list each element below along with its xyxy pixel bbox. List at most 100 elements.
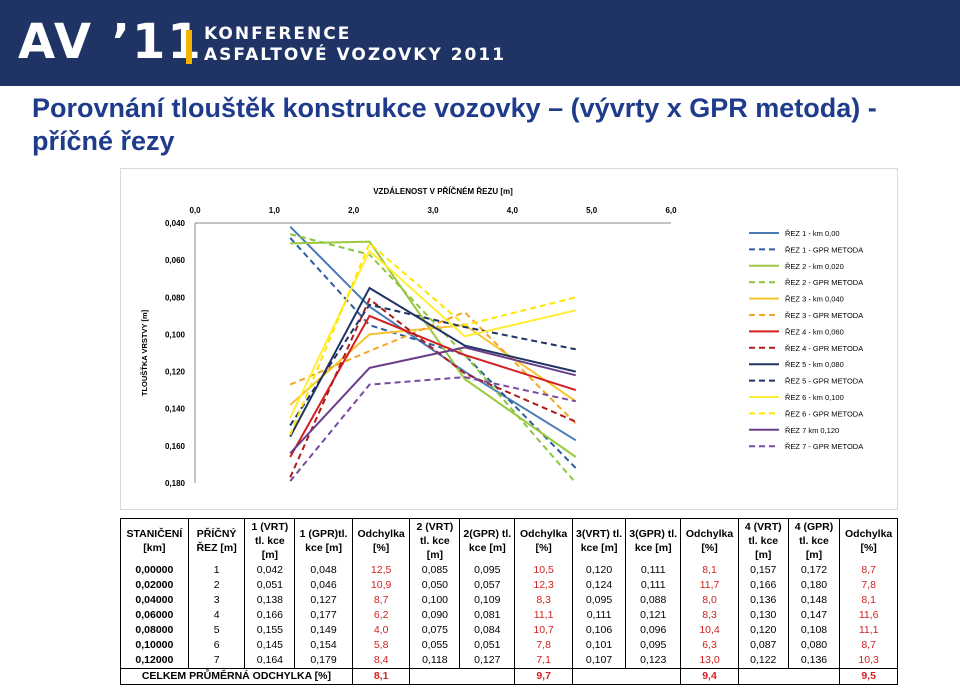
table-cell: 7: [187, 653, 246, 669]
table-cell: 0,111: [625, 563, 682, 578]
thickness-table: STANIČENÍ [km] PŘÍČNÝ ŘEZ [m] 1 (VRT) tl. …: [120, 518, 898, 685]
x-tick-label: 4,0: [507, 206, 519, 215]
table-row: 0,08000 5 0,155 0,149 4,0 0,075 0,084 10,7 0,106…: [120, 623, 898, 638]
table-cell: 6: [187, 638, 246, 653]
summary-spacer: [409, 668, 516, 685]
table-cell: 8,3: [514, 593, 573, 608]
table-cell: 0,096: [625, 623, 682, 638]
summary-cell: 9,4: [680, 668, 739, 685]
column-header: 1 (GPR)tl. kce [m]: [294, 518, 353, 563]
column-header: 4 (VRT) tl. kce [m]: [737, 518, 789, 563]
table-cell: 8,7: [351, 593, 411, 608]
y-tick-label: 0,080: [165, 293, 186, 302]
chart-canvas: VZDÁLENOST V PŘÍČNÉM ŘEZU [m] 0,0 1,0 2,0 3,…: [140, 187, 863, 488]
table-row: 0,12000 7 0,164 0,179 8,4 0,118 0,127 7,1 0,107 0…: [120, 653, 898, 669]
series-line: [289, 225, 577, 442]
legend-entry: ŘEZ 6 - km 0,100: [785, 393, 844, 402]
table-row: 0,04000 3 0,138 0,127 8,7 0,100 0,109 8,3 0,095 0…: [120, 593, 898, 608]
summary-spacer: [737, 668, 841, 685]
table-cell: 7,1: [514, 653, 573, 669]
table-cell: 10,7: [514, 623, 573, 638]
table-cell: 0,157: [737, 563, 789, 578]
table-cell: 0,055: [409, 638, 461, 653]
column-header: Odchylka [%]: [514, 518, 573, 563]
table-cell: 0,04000: [120, 593, 189, 608]
table-cell: 0,042: [244, 563, 296, 578]
table-cell: 0,095: [625, 638, 682, 653]
table-cell: 0,108: [787, 623, 841, 638]
legend-entry: ŘEZ 5 - km 0,080: [785, 360, 844, 369]
x-tick-label: 3,0: [427, 206, 439, 215]
table-cell: 8,1: [680, 563, 739, 578]
table-cell: 0,080: [787, 638, 841, 653]
table-cell: 13,0: [680, 653, 739, 669]
table-cell: 0,124: [571, 578, 627, 593]
table-cell: 0,123: [625, 653, 682, 669]
summary-cell: CELKEM PRŮMĚRNÁ ODCHYLKA [%]: [120, 668, 353, 685]
legend-entry: ŘEZ 4 - km 0,060: [785, 327, 844, 336]
table-cell: 0,155: [244, 623, 296, 638]
y-tick-label: 0,140: [165, 405, 186, 414]
table-cell: 0,08000: [120, 623, 189, 638]
table-cell: 8,0: [680, 593, 739, 608]
table-cell: 0,148: [787, 593, 841, 608]
table-row: 0,06000 4 0,166 0,177 6,2 0,090 0,081 11,1 0,111…: [120, 608, 898, 623]
table-cell: 0,121: [625, 608, 682, 623]
table-cell: 0,118: [409, 653, 461, 669]
table-cell: 0,111: [571, 608, 627, 623]
series-line: [289, 297, 577, 478]
table-cell: 0,046: [294, 578, 353, 593]
table-cell: 8,1: [839, 593, 898, 608]
table-cell: 0,136: [737, 593, 789, 608]
legend-entry: ŘEZ 7 - GPR METODA: [785, 442, 863, 451]
table-cell: 11,1: [514, 608, 573, 623]
y-tick-label: 0,160: [165, 442, 186, 451]
table-cell: 0,109: [459, 593, 516, 608]
column-header: Odchylka [%]: [839, 518, 898, 563]
table-cell: 0,120: [737, 623, 789, 638]
table-cell: 0,149: [294, 623, 353, 638]
table-cell: 0,166: [737, 578, 789, 593]
conference-line-2: ASFALTOVÉ VOZOVKY 2011: [204, 45, 507, 65]
table-cell: 8,3: [680, 608, 739, 623]
table-cell: 4,0: [351, 623, 411, 638]
table-cell: 11,6: [839, 608, 898, 623]
table-row: 0,02000 2 0,051 0,046 10,9 0,050 0,057 12,3 0,12…: [120, 578, 898, 593]
summary-cell: 9,7: [514, 668, 573, 685]
table-cell: 10,5: [514, 563, 573, 578]
thickness-chart: VZDÁLENOST V PŘÍČNÉM ŘEZU [m] 0,0 1,0 2,0 3,…: [120, 168, 898, 510]
table-cell: 6,2: [351, 608, 411, 623]
x-tick-label: 1,0: [269, 206, 281, 215]
table-cell: 10,9: [351, 578, 411, 593]
table-cell: 0,177: [294, 608, 353, 623]
legend-entry: ŘEZ 4 - GPR METODA: [785, 344, 863, 353]
legend-entry: ŘEZ 3 - GPR METODA: [785, 311, 863, 320]
conference-line-1: KONFERENCE: [204, 24, 352, 44]
table-cell: 0,084: [459, 623, 516, 638]
column-header: PŘÍČNÝ ŘEZ [m]: [187, 518, 246, 563]
table-cell: 0,127: [459, 653, 516, 669]
series-line: [289, 376, 577, 482]
legend-entry: ŘEZ 7 km 0,120: [785, 426, 839, 435]
legend-entry: ŘEZ 1 - km 0,00: [785, 229, 840, 238]
table-cell: 0,095: [459, 563, 516, 578]
table-cell: 6,3: [680, 638, 739, 653]
table-cell: 0,06000: [120, 608, 189, 623]
chart-title: VZDÁLENOST V PŘÍČNÉM ŘEZU [m]: [373, 187, 513, 196]
legend-entry: ŘEZ 5 - GPR METODA: [785, 377, 863, 386]
conference-banner: AV ’11 KONFERENCE ASFALTOVÉ VOZOVKY 2011: [0, 0, 960, 86]
table-cell: 11,7: [680, 578, 739, 593]
summary-cell: 9,5: [839, 668, 898, 685]
series-line: [289, 241, 577, 436]
table-cell: 12,3: [514, 578, 573, 593]
series-line: [289, 346, 577, 454]
table-cell: 11,1: [839, 623, 898, 638]
conference-logo: AV ’11: [18, 14, 203, 70]
column-header: 2 (VRT) tl. kce [m]: [409, 518, 461, 563]
table-cell: 0,127: [294, 593, 353, 608]
table-cell: 0,130: [737, 608, 789, 623]
table-cell: 0,057: [459, 578, 516, 593]
table-cell: 0,101: [571, 638, 627, 653]
x-tick-label: 0,0: [189, 206, 201, 215]
table-cell: 2: [187, 578, 246, 593]
